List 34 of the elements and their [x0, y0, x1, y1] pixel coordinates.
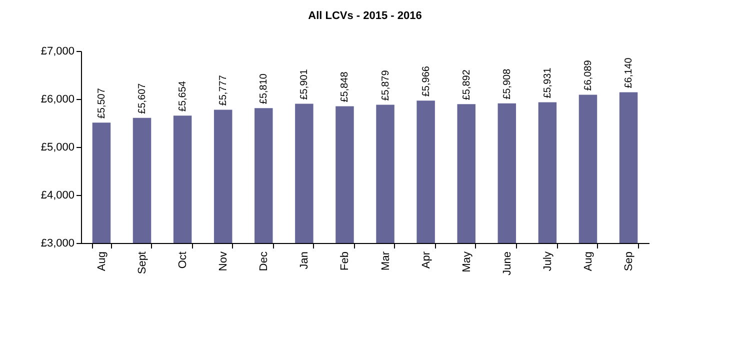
- x-tick-label: May: [460, 251, 473, 272]
- data-label: £5,908: [502, 68, 513, 100]
- data-label: £5,848: [340, 71, 351, 102]
- x-tick-label: Sept: [136, 252, 149, 274]
- chart-title: All LCVs - 2015 - 2016: [308, 10, 422, 22]
- x-tick-label: Jan: [298, 252, 311, 270]
- data-label: £5,607: [137, 82, 148, 114]
- x-tick-label: Feb: [339, 252, 352, 270]
- data-label: £5,931: [542, 67, 554, 98]
- x-tick-label: Nov: [218, 251, 230, 272]
- x-tick-label: Aug: [582, 252, 594, 272]
- data-label: £6,140: [624, 57, 635, 88]
- x-tick-label: Dec: [258, 251, 270, 272]
- data-label: £5,966: [420, 66, 432, 97]
- x-tick-label: July: [542, 251, 554, 272]
- y-tick-label: £7,000: [40, 46, 74, 58]
- y-tick-label: £4,000: [40, 190, 74, 202]
- data-label: £5,901: [299, 68, 310, 100]
- data-label: £5,879: [380, 70, 392, 101]
- data-label: £5,810: [258, 73, 270, 104]
- data-label: £5,892: [461, 69, 472, 100]
- data-label: £6,089: [582, 60, 594, 91]
- x-tick-label: Mar: [380, 251, 392, 270]
- data-label: £5,507: [96, 88, 108, 119]
- x-tick-label: June: [501, 252, 514, 276]
- y-tick-label: £6,000: [40, 94, 74, 106]
- data-label: £5,654: [178, 80, 189, 112]
- x-tick-label: Oct: [177, 252, 190, 269]
- x-tick-label: Apr: [420, 251, 432, 269]
- x-tick-label: Aug: [96, 252, 108, 272]
- data-label: £5,777: [218, 74, 230, 106]
- y-tick-label: £3,000: [40, 238, 74, 250]
- x-tick-label: Sep: [623, 252, 636, 272]
- y-tick-label: £5,000: [40, 142, 74, 154]
